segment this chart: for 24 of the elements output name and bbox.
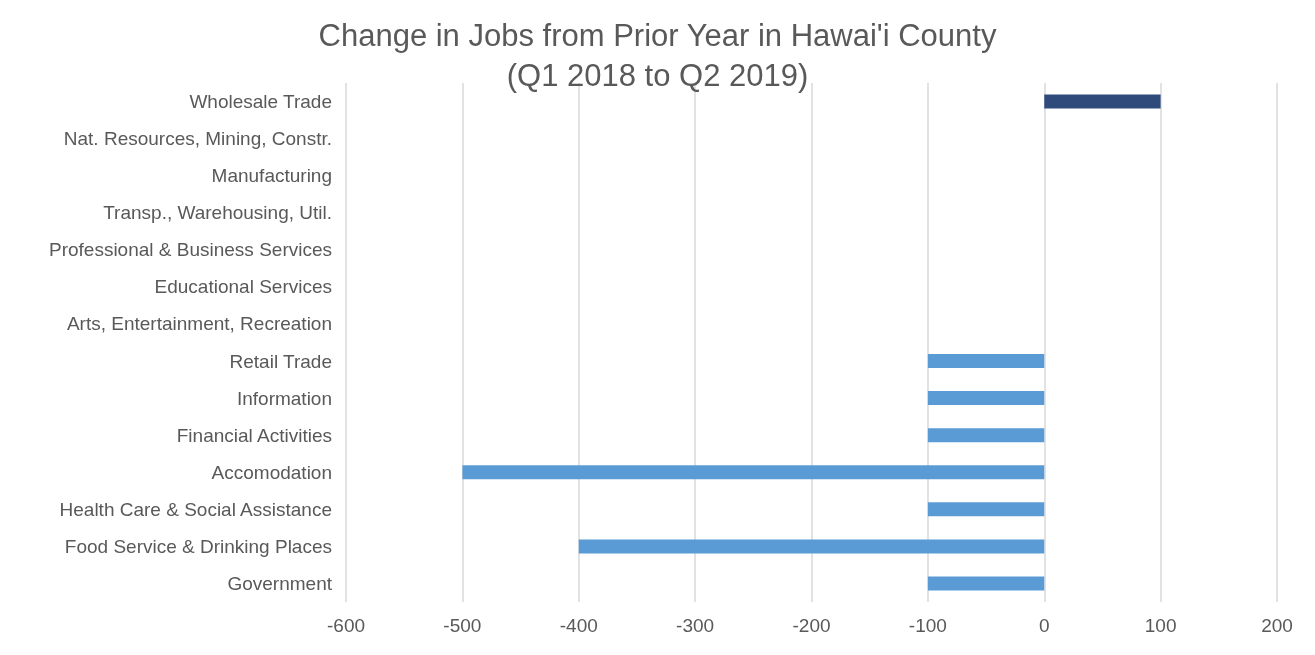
y-tick-label: Manufacturing xyxy=(211,165,332,187)
chart-title: Change in Jobs from Prior Year in Hawai'i County (Q1 2018 to Q2 2019) xyxy=(318,17,997,93)
y-tick-label: Information xyxy=(236,387,332,409)
y-tick-label: Educational Services xyxy=(154,276,332,298)
y-tick-label: Financial Activities xyxy=(176,424,332,446)
x-tick-label: -200 xyxy=(792,615,831,636)
y-tick-label: Accomodation xyxy=(211,461,332,483)
x-tick-label: -300 xyxy=(676,615,715,636)
y-tick-label: Transp., Warehousing, Util. xyxy=(103,202,332,224)
x-tick-label: 100 xyxy=(1144,615,1177,636)
x-tick-label: -600 xyxy=(326,615,366,636)
y-tick-label: Food Service & Drinking Places xyxy=(64,535,332,557)
x-tick-label: -500 xyxy=(443,615,482,636)
y-tick-label: Retail Trade xyxy=(229,350,332,372)
x-tick-label: 200 xyxy=(1261,615,1293,636)
y-tick-label: Arts, Entertainment, Recreation xyxy=(66,313,332,335)
y-tick-label: Professional & Business Services xyxy=(48,239,332,261)
y-tick-label: Nat. Resources, Mining, Constr. xyxy=(63,128,332,150)
y-tick-label: Health Care & Social Assistance xyxy=(59,498,332,520)
x-tick-label: -400 xyxy=(559,615,598,636)
y-tick-label: Wholesale Trade xyxy=(189,91,332,113)
y-tick-label: Government xyxy=(227,572,333,594)
x-tick-label: 0 xyxy=(1038,615,1050,636)
x-tick-label: -100 xyxy=(908,615,947,636)
